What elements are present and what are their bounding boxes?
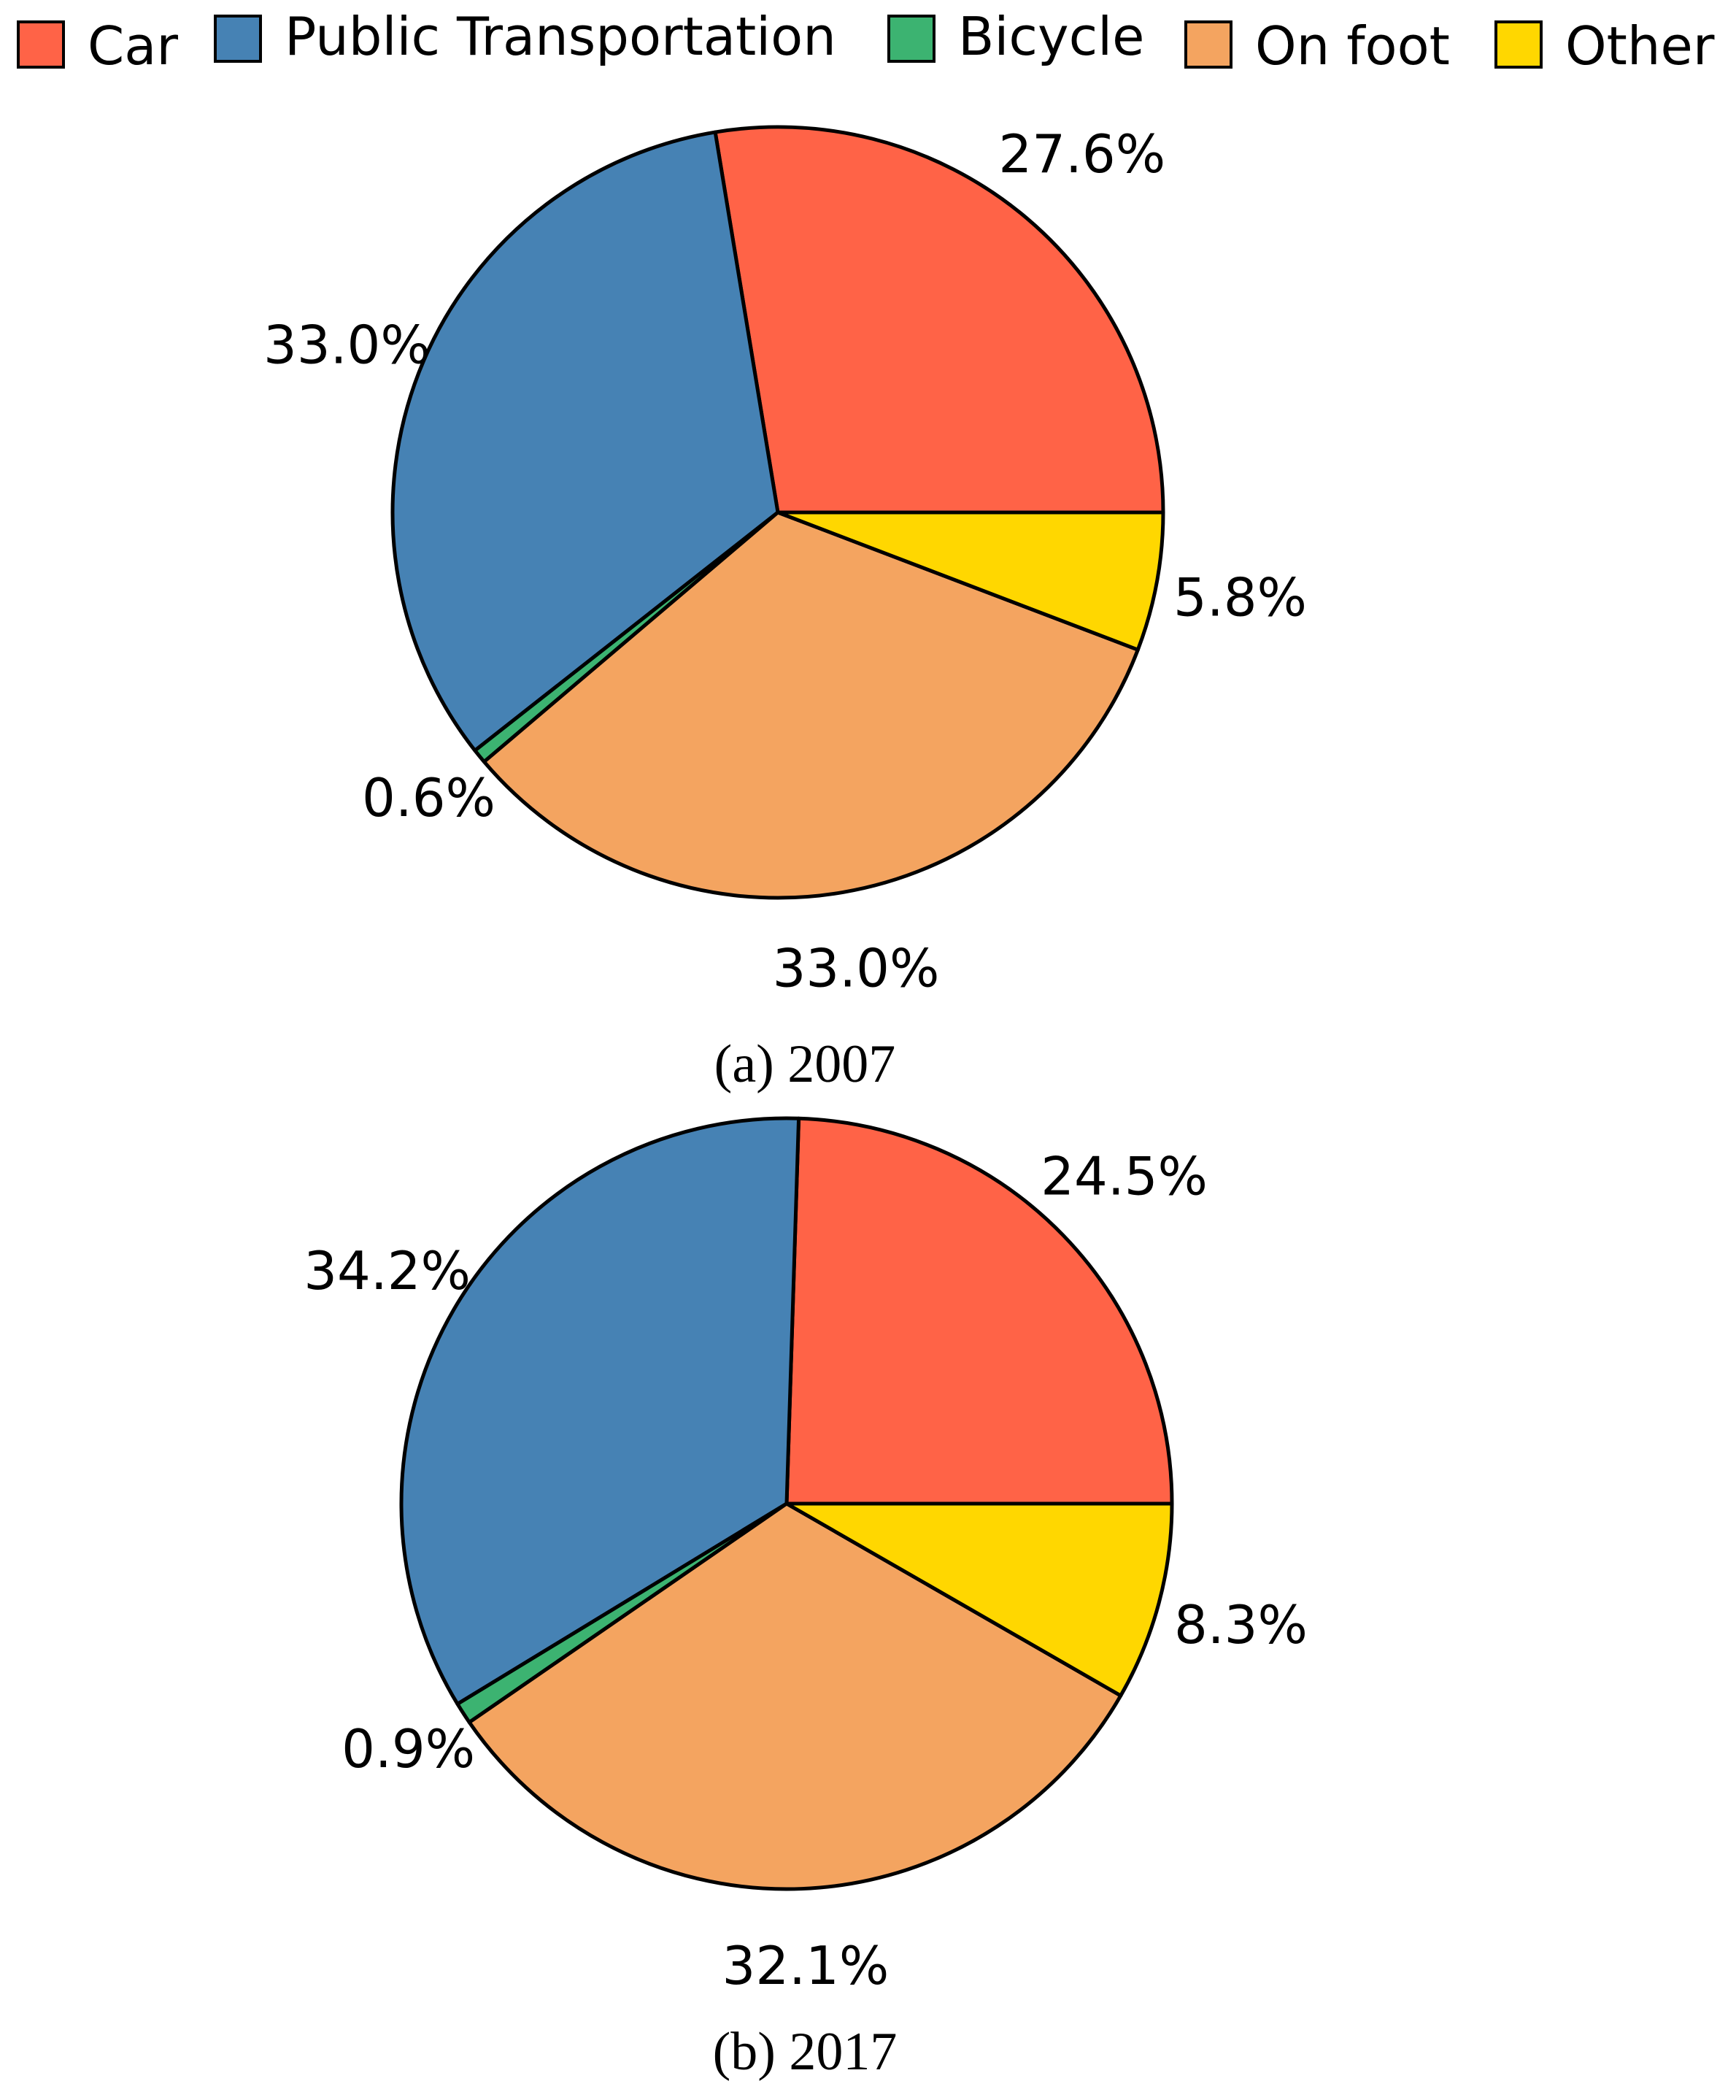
pie-chart-2007: 27.6% 33.0% 0.6% 33.0% 5.8% [263, 123, 1307, 999]
pie-label-bicycle-2017: 0.9% [342, 1718, 475, 1780]
pie-slice-on-foot-2007 [482, 510, 1140, 900]
legend-item-other: Other [1494, 15, 1715, 77]
pie-slice-other-2007 [776, 510, 1165, 652]
legend-label-other: Other [1565, 15, 1715, 77]
caption-2007: (a) 2007 [714, 1034, 896, 1094]
legend: Car Public Transportation Bicycle On foo… [17, 6, 1715, 77]
pie-label-car-2017: 24.5% [1041, 1146, 1208, 1207]
pie-label-public-transportation-2017: 34.2% [304, 1240, 471, 1301]
legend-swatch-other [1494, 20, 1543, 69]
pie-label-on-foot-2017: 32.1% [722, 1935, 890, 1996]
pie-label-other-2007: 5.8% [1173, 567, 1307, 628]
legend-label-on-foot: On foot [1255, 15, 1450, 77]
pie-slice-public-transportation-2017 [399, 1116, 801, 1706]
legend-item-bicycle: Bicycle [887, 6, 1144, 67]
legend-label-car: Car [88, 15, 178, 77]
legend-label-bicycle: Bicycle [958, 6, 1144, 67]
pie-slice-other-2017 [784, 1501, 1174, 1698]
pie-slice-car-2007 [713, 125, 1165, 515]
legend-item-on-foot: On foot [1184, 15, 1450, 77]
caption-2017: (b) 2017 [713, 2022, 898, 2082]
pie-label-bicycle-2007: 0.6% [362, 767, 495, 828]
pie-slice-public-transportation-2007 [390, 130, 780, 753]
pie-chart-2017: 24.5% 34.2% 0.9% 32.1% 8.3% [304, 1116, 1308, 1996]
pie-label-other-2017: 8.3% [1174, 1594, 1308, 1655]
legend-label-public-transportation: Public Transportation [285, 6, 836, 67]
legend-swatch-bicycle [887, 15, 935, 63]
legend-item-public-transportation: Public Transportation [214, 6, 836, 67]
pie-slice-car-2017 [784, 1116, 1174, 1506]
pie-label-on-foot-2007: 33.0% [773, 938, 940, 999]
legend-swatch-car [17, 20, 65, 69]
pie-label-car-2007: 27.6% [998, 123, 1165, 185]
legend-swatch-public-transportation [214, 15, 262, 63]
legend-swatch-on-foot [1184, 20, 1232, 69]
legend-item-car: Car [17, 15, 178, 77]
pie-label-public-transportation-2007: 33.0% [263, 315, 431, 376]
pie-slice-on-foot-2017 [467, 1501, 1123, 1891]
